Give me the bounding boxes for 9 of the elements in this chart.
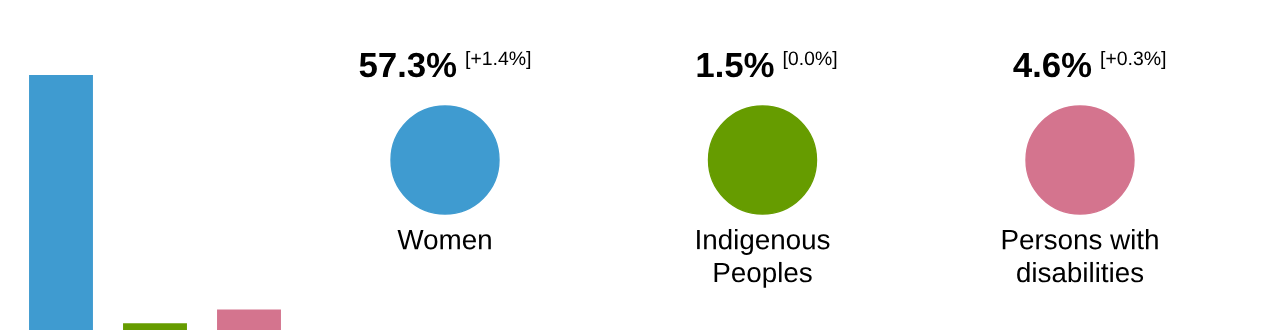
- category-label: Indigenous Peoples: [697, 229, 830, 288]
- text: 4.6%: [1013, 52, 1092, 78]
- category-label: Persons with disabilities: [1002, 229, 1158, 283]
- category-label: Women: [397, 230, 491, 250]
- text: 1.5%: [697, 52, 774, 78]
- text: [+0.3%]: [1101, 50, 1166, 70]
- text: [+1.4%]: [466, 50, 531, 70]
- text: 57.3%: [359, 52, 457, 78]
- text: [0.0%]: [783, 50, 837, 70]
